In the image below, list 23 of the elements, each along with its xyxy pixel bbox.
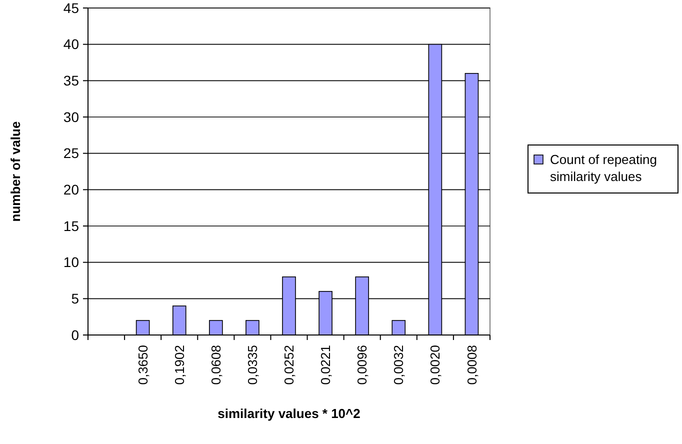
x-tick-label: 0,0032 [391,345,406,385]
x-tick-label: 0,0020 [428,345,443,385]
x-tick-label: 0,0252 [282,345,297,385]
x-tick-label: 0,3650 [135,345,150,385]
y-tick-label: 5 [71,290,80,307]
x-tick-label: 0,0008 [464,345,480,385]
y-tick-label: 45 [63,0,80,16]
y-tick-label: 30 [63,108,80,125]
y-tick-label: 20 [63,182,80,198]
y-tick-label: 10 [63,254,80,270]
y-axis-title: number of value [8,121,23,222]
x-tick-label: 0,1902 [172,345,187,385]
legend-label: Count of repeating similarity values [550,152,657,184]
y-tick-label: 35 [63,72,80,89]
x-tick-label: 0,0096 [354,345,370,385]
y-tick-label: 25 [63,145,80,162]
y-tick-label: 0 [71,326,80,343]
x-tick-label: 0,0608 [208,345,224,385]
x-tick-label: 0,0221 [318,345,334,385]
y-tick-label: 15 [63,218,80,234]
y-tick-label: 40 [63,36,80,52]
x-tick-label: 0,0335 [245,345,260,385]
x-axis-title: similarity values * 10^2 [218,406,360,421]
